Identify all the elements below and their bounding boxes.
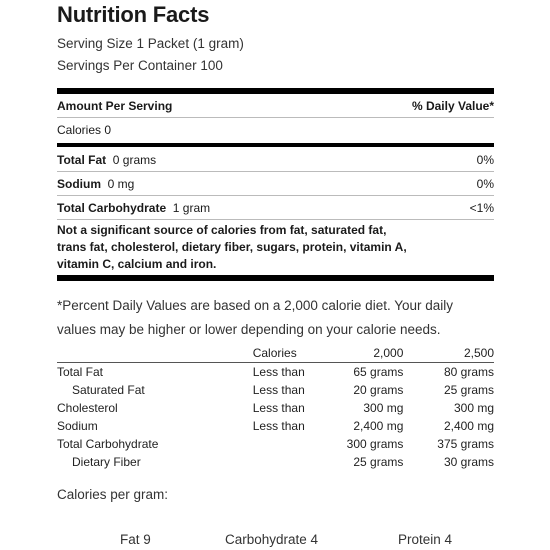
calories-per-gram-carbohydrate: Carbohydrate 4 xyxy=(225,532,319,547)
nutrient-amount: 0 grams xyxy=(112,153,157,167)
serving-size: Serving Size 1 Packet (1 gram) xyxy=(57,36,244,51)
calories-value: Calories 0 xyxy=(57,123,112,137)
nutrient-amount: 0 mg xyxy=(107,177,135,191)
divider xyxy=(57,117,494,118)
table-row: Total Carbohydrate 300 grams 375 grams xyxy=(57,437,494,451)
not-significant-note: Not a significant source of calories fro… xyxy=(57,223,407,271)
servings-per-container: Servings Per Container 100 xyxy=(57,58,223,73)
daily-value-label: % Daily Value* xyxy=(411,99,494,113)
daily-value-footnote: *Percent Daily Values are based on a 2,0… xyxy=(57,298,454,337)
daily-values-table: Calories 2,000 2,500 Total Fat Less than… xyxy=(57,344,494,471)
table-row: Dietary Fiber 25 grams 30 grams xyxy=(72,455,494,469)
nutrient-dv: 0% xyxy=(476,177,494,191)
nutrient-name: Total Carbohydrate xyxy=(57,201,167,215)
nutrient-name: Total Fat xyxy=(57,153,107,167)
amount-per-serving-label: Amount Per Serving xyxy=(57,99,173,113)
column-header: 2,500 xyxy=(403,344,494,363)
table-header-row: Calories 2,000 2,500 xyxy=(57,344,494,363)
table-row: Sodium Less than 2,400 mg 2,400 mg xyxy=(57,419,494,433)
table-row: Cholesterol Less than 300 mg 300 mg xyxy=(57,401,494,415)
nutrient-name: Sodium xyxy=(57,177,101,191)
divider xyxy=(57,171,494,172)
calories-per-gram-label: Calories per gram: xyxy=(57,487,169,502)
column-header: 2,000 xyxy=(321,344,404,363)
nutrient-amount: 1 gram xyxy=(172,201,211,215)
table-row: Saturated Fat Less than 20 grams 25 gram… xyxy=(72,383,494,397)
calories-per-gram-protein: Protein 4 xyxy=(398,532,453,547)
medium-divider xyxy=(57,143,494,147)
thick-divider xyxy=(57,88,494,94)
divider xyxy=(57,195,494,196)
nutrient-dv: 0% xyxy=(476,153,494,167)
table-row: Total Fat Less than 65 grams 80 grams xyxy=(57,365,494,379)
nutrient-dv: <1% xyxy=(469,201,494,215)
divider xyxy=(57,219,494,220)
thick-divider xyxy=(57,275,494,281)
column-header: Calories xyxy=(252,344,322,363)
calories-per-gram-fat: Fat 9 xyxy=(120,532,151,547)
nutrition-title: Nutrition Facts xyxy=(57,2,210,27)
